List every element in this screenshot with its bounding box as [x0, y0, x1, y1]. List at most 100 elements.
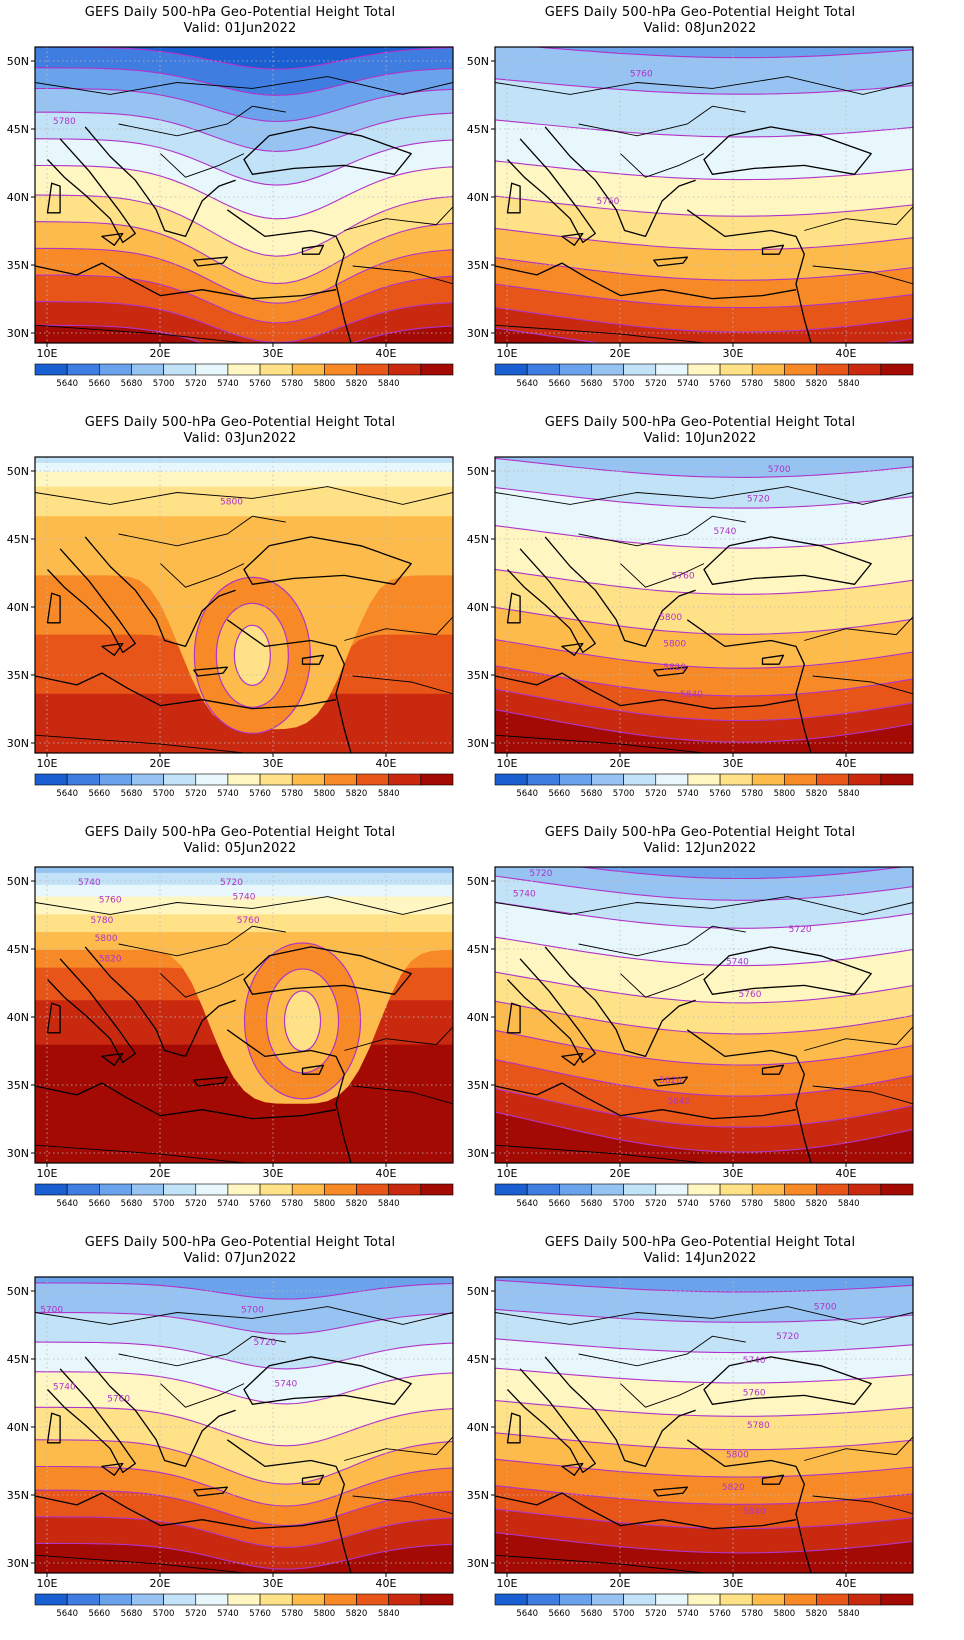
contour-label: 5700 — [768, 465, 791, 475]
map-svg: 5740 5720 5740 5760 5760 5780 5800 5820 50N 45N 40… — [7, 866, 454, 1209]
contour-label: 5720 — [747, 494, 770, 504]
height-field: 5800 — [35, 457, 453, 753]
colorbar-label: 5760 — [249, 789, 271, 799]
colorbar-label: 5780 — [281, 1609, 303, 1619]
colorbar-label: 5740 — [677, 789, 699, 799]
colorbar-label: 5700 — [153, 1609, 175, 1619]
map-panel: GEFS Daily 500-hPa Geo-Potential Height … — [460, 820, 940, 1230]
lon-tick-label: 20E — [610, 347, 631, 360]
colorbar-label: 5640 — [516, 1199, 538, 1209]
colorbar: 5640 5660 5680 5700 5720 5740 5760 5780 5800 5820… — [34, 1593, 454, 1619]
panel-title: GEFS Daily 500-hPa Geo-Potential Height … — [544, 825, 856, 840]
colorbar-label: 5740 — [677, 1609, 699, 1619]
colorbar-label: 5820 — [806, 789, 828, 799]
lon-tick-label: 10E — [497, 347, 518, 360]
lat-tick-label: 35N — [7, 1079, 29, 1092]
contour-label: 5760 — [237, 916, 260, 926]
colorbar-label: 5820 — [346, 1199, 368, 1209]
lat-tick-label: 50N — [7, 55, 29, 68]
colorbar-label: 5680 — [121, 1609, 143, 1619]
map-panel: GEFS Daily 500-hPa Geo-Potential Height … — [460, 410, 940, 820]
lat-tick-label: 30N — [467, 327, 489, 340]
colorbar-label: 5680 — [581, 1609, 603, 1619]
coastlines — [35, 536, 412, 753]
lat-tick-label: 40N — [7, 601, 29, 614]
lon-tick-label: 40E — [376, 1577, 397, 1590]
panel-title: GEFS Daily 500-hPa Geo-Potential Height … — [84, 5, 396, 20]
colorbar-label: 5760 — [249, 1199, 271, 1209]
colorbar-label: 5800 — [774, 789, 796, 799]
colorbar-label: 5780 — [281, 379, 303, 389]
map-panel: GEFS Daily 500-hPa Geo-Potential Height … — [460, 1230, 940, 1640]
contour-label: 5840 — [680, 690, 703, 700]
colorbar-label: 5720 — [185, 789, 207, 799]
colorbar-label: 5740 — [677, 379, 699, 389]
lat-tick-label: 40N — [7, 1421, 29, 1434]
colorbar-label: 5640 — [56, 1199, 78, 1209]
lon-tick-label: 20E — [610, 1167, 631, 1180]
panel-title: GEFS Daily 500-hPa Geo-Potential Height … — [544, 415, 856, 430]
lat-tick-label: 35N — [7, 259, 29, 272]
height-field: 5720 5740 5720 5740 5760 5820 5840 — [495, 867, 913, 1163]
contour-label: 5760 — [739, 990, 762, 1000]
map-panel: GEFS Daily 500-hPa Geo-Potential Height … — [0, 820, 480, 1230]
colorbar-label: 5780 — [281, 789, 303, 799]
lat-tick-label: 35N — [467, 1079, 489, 1092]
contour-label: 5740 — [713, 527, 736, 537]
colorbar-label: 5840 — [378, 789, 400, 799]
contour-label: 5700 — [40, 1306, 63, 1316]
contour-label: 5740 — [233, 893, 256, 903]
coastlines — [495, 1356, 872, 1573]
colorbar-label: 5840 — [838, 379, 860, 389]
colorbar-label: 5840 — [838, 1609, 860, 1619]
height-field: 5700 5720 5740 5760 5780 5800 5820 5840 — [495, 1277, 913, 1573]
colorbar-label: 5740 — [217, 379, 239, 389]
lat-tick-label: 45N — [467, 123, 489, 136]
contour-label: 5780 — [90, 916, 113, 926]
panel-valid-date: Valid: 12Jun2022 — [643, 841, 757, 856]
map-svg: 5700 5700 5720 5740 5740 5760 50N 45N 40N 35N 30N 1… — [7, 1276, 454, 1619]
colorbar-label: 5820 — [806, 379, 828, 389]
contour-label: 5820 — [722, 1483, 745, 1493]
lon-tick-label: 10E — [37, 1577, 58, 1590]
lat-tick-label: 30N — [7, 1557, 29, 1570]
lon-tick-label: 30E — [263, 1577, 284, 1590]
colorbar-label: 5800 — [774, 1199, 796, 1209]
lat-tick-label: 45N — [7, 943, 29, 956]
colorbar: 5640 5660 5680 5700 5720 5740 5760 5780 5800 5820… — [494, 363, 914, 389]
lon-tick-label: 40E — [836, 1577, 857, 1590]
colorbar-label: 5820 — [346, 789, 368, 799]
colorbar-label: 5680 — [581, 789, 603, 799]
colorbar-label: 5820 — [346, 379, 368, 389]
colorbar-label: 5660 — [88, 1609, 110, 1619]
colorbar-label: 5720 — [645, 789, 667, 799]
lat-tick-label: 40N — [467, 1011, 489, 1024]
lat-tick-label: 30N — [7, 737, 29, 750]
colorbar-label: 5840 — [378, 379, 400, 389]
map-panel: GEFS Daily 500-hPa Geo-Potential Height … — [0, 410, 480, 820]
lat-tick-label: 30N — [467, 737, 489, 750]
contour-label: 5820 — [663, 663, 686, 673]
contour-label: 5820 — [659, 1076, 682, 1086]
colorbar-label: 5840 — [378, 1609, 400, 1619]
colorbar-label: 5660 — [88, 1199, 110, 1209]
lat-tick-label: 50N — [7, 1285, 29, 1298]
coastlines — [35, 1356, 412, 1573]
colorbar-label: 5700 — [153, 379, 175, 389]
contour-label: 5740 — [743, 1356, 766, 1366]
contour-label: 5800 — [659, 613, 682, 623]
contour-label: 5720 — [220, 878, 243, 888]
colorbar-label: 5700 — [613, 1199, 635, 1209]
colorbar-label: 5760 — [709, 1199, 731, 1209]
lon-tick-label: 40E — [836, 1167, 857, 1180]
height-field: 5740 5720 5740 5760 5760 5780 5800 5820 — [35, 867, 453, 1163]
colorbar-label: 5660 — [88, 789, 110, 799]
contour-label: 5720 — [530, 869, 553, 879]
colorbar-label: 5700 — [613, 379, 635, 389]
contour-label: 5760 — [743, 1388, 766, 1398]
colorbar-label: 5700 — [153, 1199, 175, 1209]
colorbar-label: 5760 — [249, 379, 271, 389]
lon-tick-label: 40E — [376, 1167, 397, 1180]
contour-label: 5800 — [220, 497, 243, 507]
